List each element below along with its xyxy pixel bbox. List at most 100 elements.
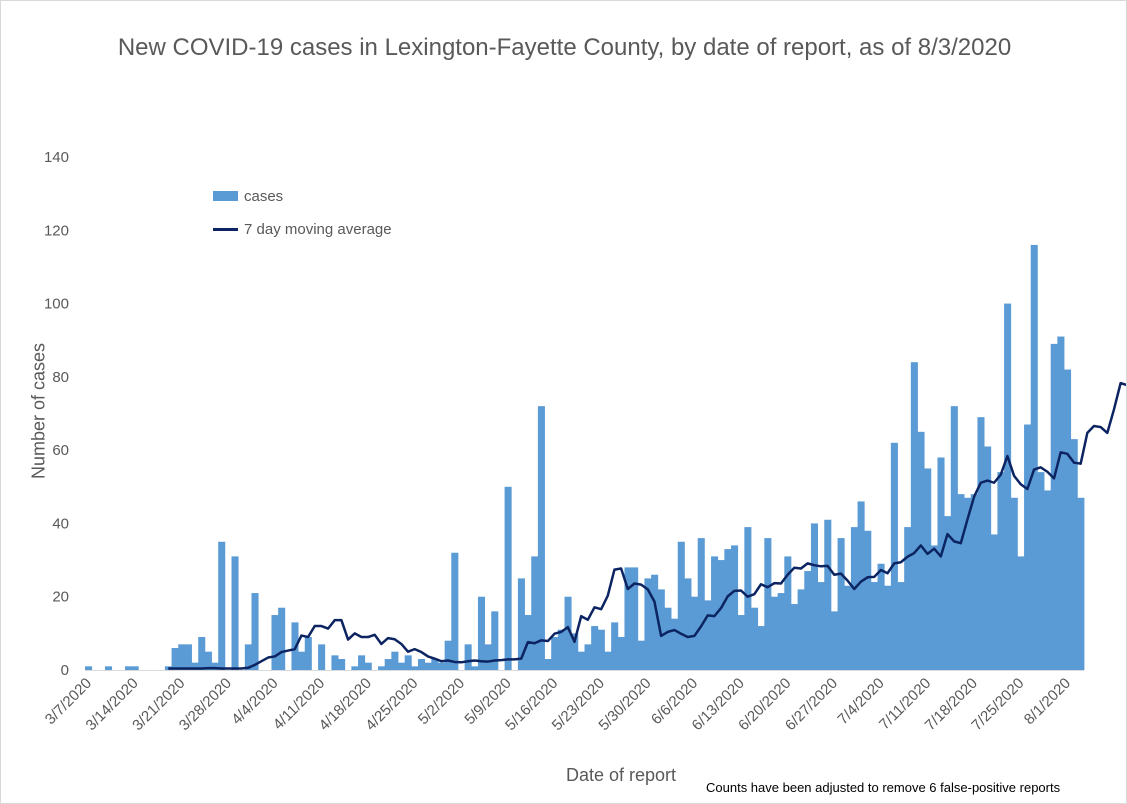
bar (657, 589, 665, 670)
bar (917, 431, 925, 670)
bar (937, 457, 945, 670)
x-tick-label: 5/2/2020 (415, 675, 468, 728)
bar (124, 666, 133, 670)
y-tick-labels: 0 20 40 60 80 100 120 140 (44, 149, 69, 679)
bar (830, 611, 838, 670)
bar (677, 541, 685, 670)
bar (184, 644, 192, 670)
bar (997, 472, 1005, 670)
bar (1017, 556, 1025, 670)
bar (211, 662, 219, 670)
bar (577, 651, 585, 670)
bar (950, 406, 958, 670)
bar (424, 662, 432, 670)
bar (751, 607, 759, 670)
bar (1010, 497, 1018, 670)
bar (351, 666, 359, 670)
moving-average-line (168, 381, 1126, 670)
bar (1004, 303, 1012, 670)
bar (890, 442, 898, 670)
bar (557, 629, 565, 670)
bar (717, 560, 725, 670)
bar (571, 633, 579, 670)
bar (1064, 369, 1072, 670)
bar (611, 622, 619, 670)
bar (477, 596, 485, 670)
bar (644, 578, 652, 670)
bar (884, 585, 892, 670)
bar (551, 637, 559, 670)
bar (104, 666, 113, 670)
bar (251, 593, 259, 670)
bar (331, 655, 339, 670)
bar (1077, 497, 1085, 670)
y-tick-label: 20 (52, 589, 69, 606)
bar (437, 662, 446, 670)
bar (384, 659, 392, 670)
bar (930, 545, 938, 670)
bar (298, 651, 306, 670)
bar (597, 629, 605, 670)
legend-item-moving-average: 7 day moving average (213, 219, 392, 239)
bar (964, 497, 972, 670)
bar (531, 556, 539, 670)
x-tick-labels: 3/7/20203/14/20203/21/20203/28/20204/4/2… (42, 675, 1074, 734)
bar (757, 626, 765, 670)
bar (944, 516, 952, 670)
footnote: Counts have been adjusted to remove 6 fa… (706, 780, 1061, 795)
bar (664, 607, 672, 670)
bar (877, 563, 885, 670)
bar (1050, 343, 1058, 670)
bar (617, 637, 625, 670)
bar (604, 651, 612, 670)
y-tick-label: 100 (44, 296, 69, 313)
bar (810, 523, 818, 670)
bar (844, 585, 852, 670)
bar (591, 626, 599, 670)
bar (85, 666, 93, 670)
bar (178, 644, 186, 670)
bar (704, 600, 712, 670)
bar (651, 574, 659, 670)
bar (1044, 490, 1052, 670)
bar (631, 567, 639, 670)
bar (278, 607, 286, 670)
x-tick-label: 8/1/2020 (1021, 675, 1074, 728)
y-tick-label: 0 (61, 662, 69, 679)
bar (244, 644, 252, 670)
bar (1024, 424, 1032, 670)
bar (451, 552, 459, 670)
bar (358, 655, 366, 670)
bar (391, 651, 399, 670)
bar (924, 468, 932, 670)
legend-swatch-bar (213, 191, 238, 201)
bar (790, 604, 799, 670)
bar (318, 644, 326, 670)
bar (837, 538, 845, 670)
bar (1037, 472, 1045, 670)
bar (970, 494, 978, 670)
y-tick-label: 60 (52, 442, 69, 459)
bar (764, 538, 772, 670)
bar (897, 582, 905, 670)
bar (491, 611, 499, 670)
bar (304, 637, 312, 670)
bar (671, 618, 679, 670)
y-tick-label: 80 (52, 369, 69, 386)
bar (784, 556, 792, 670)
bar (198, 637, 206, 670)
bar (471, 666, 479, 670)
bar (504, 486, 512, 670)
bar (770, 596, 779, 670)
y-axis-label: Number of cases (28, 342, 49, 480)
bar (977, 417, 985, 670)
bar (431, 659, 439, 670)
bar (338, 659, 346, 670)
bar (231, 556, 239, 670)
legend-item-cases: cases (213, 186, 392, 206)
bar (904, 527, 912, 670)
bar (418, 659, 426, 670)
bar (624, 567, 632, 670)
bar (398, 662, 406, 670)
